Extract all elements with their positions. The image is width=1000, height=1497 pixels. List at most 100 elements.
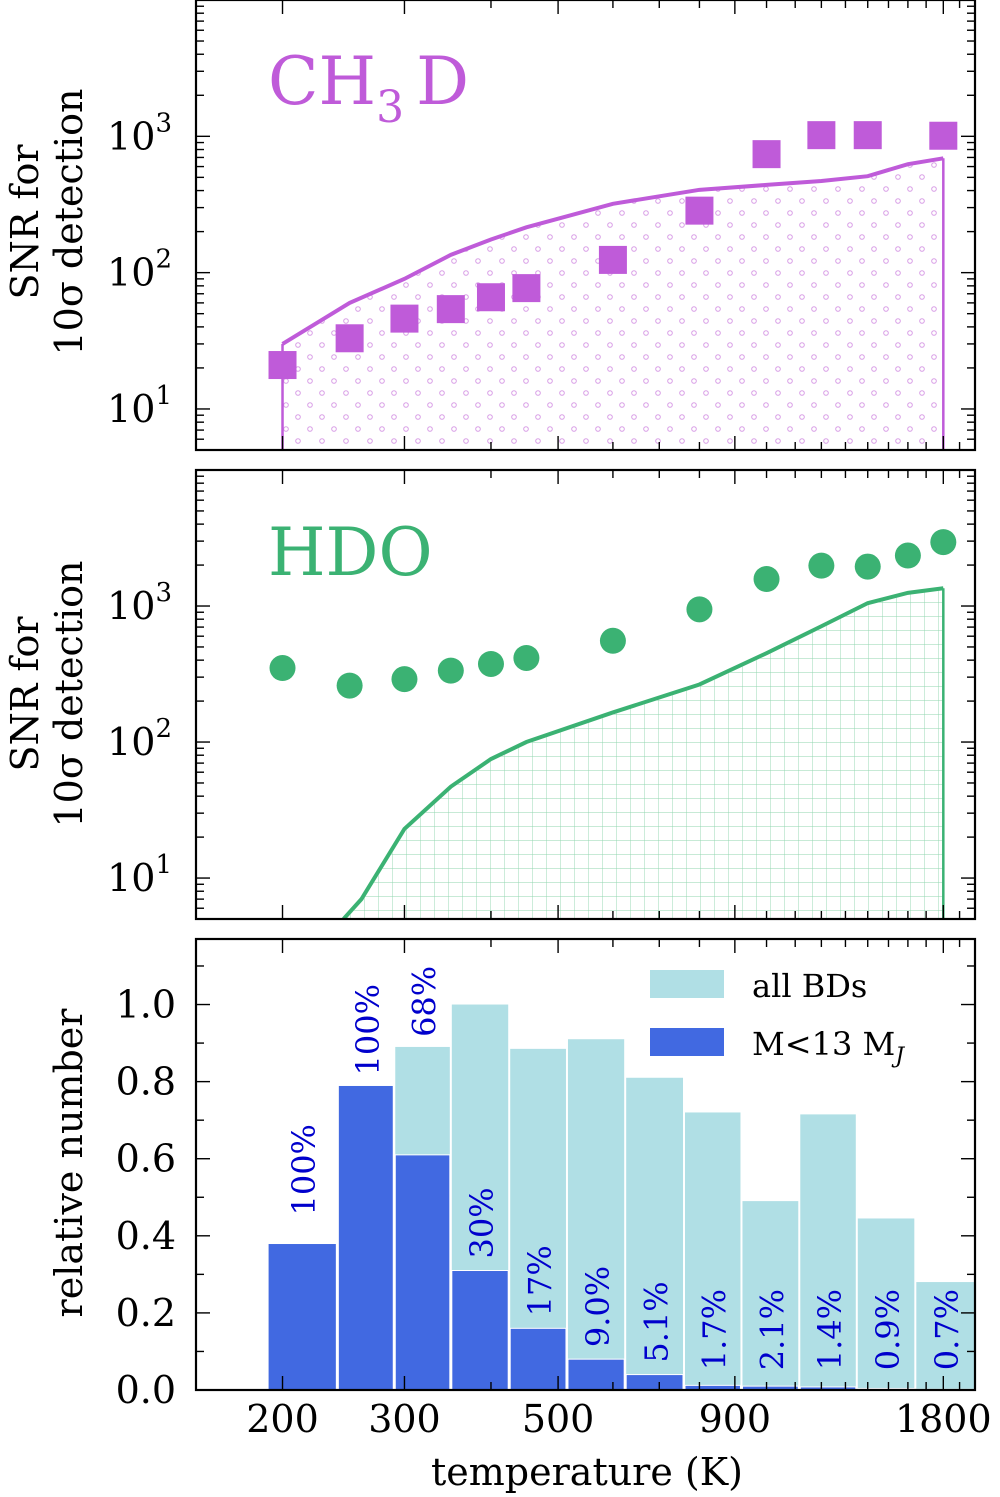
ch3d-point xyxy=(335,324,364,353)
hdo-limit-line xyxy=(342,586,944,919)
histogram-ytick-labels: 0.0 0.2 0.4 0.6 0.8 1.0 xyxy=(116,983,176,1412)
ch3d-point xyxy=(853,121,882,150)
ch3d-ytick-label: 102 xyxy=(107,245,172,295)
bar-planet-mass xyxy=(267,1243,337,1391)
percent-label: 100% xyxy=(349,984,387,1075)
ch3d-title: CH3 D xyxy=(268,43,469,133)
histogram-ytick-label: 0.4 xyxy=(116,1214,176,1258)
ch3d-ytick-label-base: 10 xyxy=(107,387,155,431)
bar-all-bds xyxy=(626,1077,684,1390)
ch3d-ytick-label-base: 10 xyxy=(107,251,155,295)
percent-label: 100% xyxy=(285,1124,323,1215)
histogram-plot-area: 100% 100% 68% 30% 17% 9.0% 5.1% 1.7% 2.1% 1.4% 0.9… xyxy=(267,966,975,1391)
hdo-point xyxy=(854,553,881,580)
bar-all-bds xyxy=(742,1201,799,1390)
ch3d-title-sub: 3 xyxy=(376,82,404,133)
hdo-ytick-label-base: 10 xyxy=(107,720,155,764)
hdo-point xyxy=(808,552,835,579)
ch3d-point xyxy=(268,351,297,380)
hdo-point xyxy=(513,644,540,671)
hdo-ytick-label: 103 xyxy=(107,578,172,628)
histogram-frame xyxy=(194,937,977,1392)
legend-swatch-all-bds xyxy=(650,970,724,998)
bar-all-bds xyxy=(567,1039,625,1390)
bar-all-bds xyxy=(916,1282,974,1390)
histogram-ytick-label: 1.0 xyxy=(116,983,176,1027)
hdo-point xyxy=(753,565,780,592)
ch3d-shaded-region xyxy=(282,158,944,450)
legend-label-planet-mass: M<13 MJ xyxy=(752,1025,905,1069)
histogram-xlabel: temperature (K) xyxy=(431,1450,743,1494)
percent-label: 1.7% xyxy=(696,1289,734,1370)
ch3d-ytick-label: 103 xyxy=(107,108,172,158)
hdo-point xyxy=(894,542,921,569)
ch3d-point xyxy=(685,196,714,225)
hdo-point xyxy=(391,666,418,693)
ch3d-point xyxy=(390,304,419,333)
ch3d-frame xyxy=(194,0,977,452)
hdo-title: HDO xyxy=(268,514,433,591)
hdo-ytick-label-exp: 2 xyxy=(155,714,172,744)
histogram-ylabel: relative number xyxy=(47,1008,91,1318)
ch3d-title-end: D xyxy=(416,43,469,120)
legend-swatch-planet-mass xyxy=(650,1028,724,1056)
histogram-ytick-label: 0.6 xyxy=(116,1137,176,1181)
ch3d-point xyxy=(929,121,958,150)
ch3d-ytick-label-exp: 1 xyxy=(155,381,172,411)
ch3d-ytick-label-exp: 3 xyxy=(155,108,172,138)
hdo-point xyxy=(437,657,464,684)
percent-label: 5.1% xyxy=(638,1281,676,1362)
percent-label: 30% xyxy=(463,1187,501,1258)
hdo-frame xyxy=(194,468,977,921)
hdo-ylabel-line1: SNR for xyxy=(3,616,47,772)
bar-planet-mass xyxy=(567,1358,625,1391)
bar-all-bds xyxy=(685,1112,741,1390)
bar-planet-mass xyxy=(451,1270,509,1391)
hdo-ytick-label-exp: 1 xyxy=(155,850,172,880)
ch3d-ylabel-line2: 10σ detection xyxy=(47,88,91,355)
hdo-ylabel-line2: 10σ detection xyxy=(47,560,91,827)
histogram-ytick-label: 0.0 xyxy=(116,1368,176,1412)
histogram-xtick-label: 500 xyxy=(522,1397,595,1441)
hdo-point xyxy=(269,655,296,682)
percent-label: 2.1% xyxy=(753,1289,791,1370)
hdo-ytick-label: 101 xyxy=(107,850,172,900)
ch3d-point xyxy=(476,283,505,312)
percent-label: 1.4% xyxy=(811,1289,849,1370)
ch3d-ylabel-line1: SNR for xyxy=(3,144,47,300)
hdo-ytick-label: 102 xyxy=(107,714,172,764)
percent-label: 68% xyxy=(406,966,444,1037)
histogram-ytick-label: 0.2 xyxy=(116,1291,176,1335)
percent-label: 17% xyxy=(521,1245,559,1316)
hdo-axis-ticks xyxy=(196,470,976,920)
bar-all-bds xyxy=(857,1218,915,1390)
hdo-ytick-label-base: 10 xyxy=(107,584,155,628)
legend-label-all-bds: all BDs xyxy=(752,967,867,1005)
bar-planet-mass xyxy=(394,1154,451,1391)
hdo-point xyxy=(599,627,626,654)
hdo-plot-area xyxy=(269,529,957,919)
hdo-point xyxy=(930,529,957,556)
legend: all BDs M<13 MJ xyxy=(650,967,905,1069)
hdo-shaded-region xyxy=(343,588,944,919)
ch3d-ytick-label-exp: 2 xyxy=(155,245,172,275)
ch3d-axis-ticks xyxy=(196,0,976,451)
hdo-ytick-label-base: 10 xyxy=(107,856,155,900)
ch3d-ytick-label: 101 xyxy=(107,381,172,431)
ch3d-title-main: CH xyxy=(268,43,376,120)
hdo-point xyxy=(336,672,363,699)
hdo-point xyxy=(686,596,713,623)
histogram-xtick-label: 1800 xyxy=(895,1397,992,1441)
ch3d-point xyxy=(598,245,627,274)
hdo-point xyxy=(477,650,504,677)
histogram-panel: 100% 100% 68% 30% 17% 9.0% 5.1% 1.7% 2.1% 1.4% 0.9… xyxy=(47,937,992,1494)
ch3d-limit-line xyxy=(281,156,944,346)
histogram-axis-ticks xyxy=(196,939,976,1391)
ch3d-point xyxy=(752,140,781,169)
histogram-xtick-labels: 200 300 500 900 1800 xyxy=(246,1397,991,1441)
